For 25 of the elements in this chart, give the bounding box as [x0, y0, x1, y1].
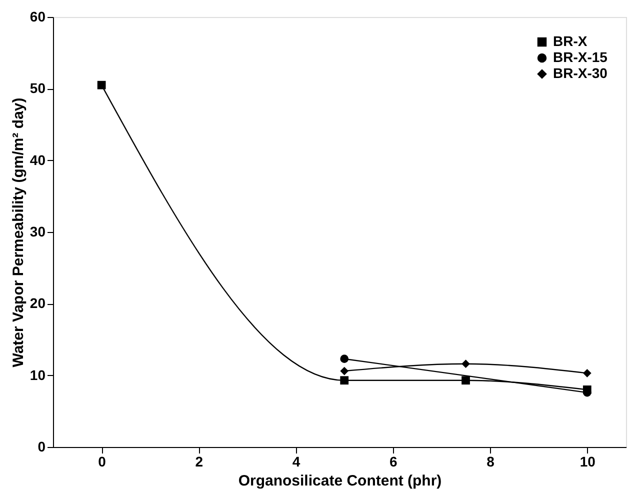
y-axis-title: Water Vapor Permeability (gm/m² day) [10, 98, 27, 368]
x-tick-label: 6 [390, 454, 398, 470]
x-tick-label: 8 [486, 454, 495, 470]
point [340, 354, 349, 364]
point [582, 369, 592, 378]
y-tick-label: 60 [30, 8, 46, 24]
point [462, 376, 470, 385]
x-axis-title: Organosilicate Content (phr) [238, 472, 442, 490]
point [340, 366, 349, 376]
point [340, 376, 349, 385]
y-tick-label: 50 [30, 80, 46, 96]
x-tick-label: 0 [98, 454, 106, 470]
y-tick-label: 0 [38, 438, 46, 454]
x-tick-label: 10 [580, 454, 596, 470]
y-tick-label: 10 [30, 366, 46, 383]
y-tick-label: 40 [30, 152, 46, 168]
legend-label: BR-X-30 [553, 65, 608, 81]
x-tick-label: 2 [195, 454, 204, 470]
legend-label: BR-X [553, 33, 588, 49]
legend-label: BR-X-15 [553, 49, 608, 65]
x-tick-label: 4 [292, 454, 300, 470]
y-tick-label: 30 [30, 224, 46, 240]
point [97, 80, 106, 90]
point [462, 360, 470, 368]
y-tick-label: 20 [30, 295, 46, 312]
